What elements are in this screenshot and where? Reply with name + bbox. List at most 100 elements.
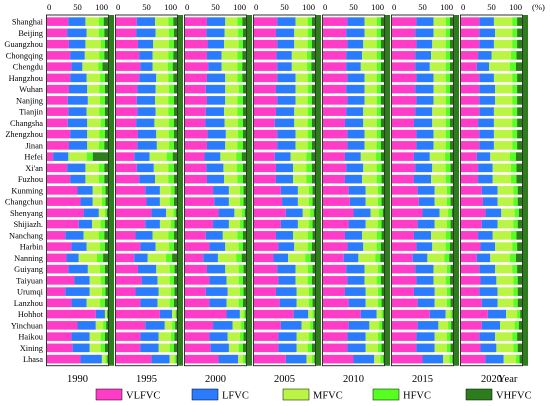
bar-segment-hfvc-2005-2 xyxy=(307,39,312,49)
bar-segment-lfvc-2005-29 xyxy=(278,343,297,353)
bar-segment-mfvc-2000-1 xyxy=(224,28,239,38)
bar-segment-lfvc-2005-8 xyxy=(275,107,295,116)
bar-segment-vhfvc-2015-8 xyxy=(449,107,453,116)
bar-segment-vlfvc-2015-18 xyxy=(392,219,418,229)
bar-segment-vlfvc-2015-14 xyxy=(392,174,414,184)
bar-segment-hfvc-1990-28 xyxy=(100,332,105,341)
bar-segment-lfvc-2010-22 xyxy=(346,264,365,274)
bar-segment-hfvc-2000-26 xyxy=(243,309,246,319)
bar-segment-mfvc-2005-12 xyxy=(290,152,307,161)
bar-segment-vlfvc-2000-22 xyxy=(185,264,207,274)
tick-label: 100 xyxy=(302,2,315,12)
bar-segment-mfvc-2010-22 xyxy=(364,264,378,274)
bar-segment-lfvc-1990-25 xyxy=(71,298,87,308)
bar-segment-vhfvc-2015-29 xyxy=(450,343,453,353)
year-label-1990: 1990 xyxy=(67,374,88,385)
bar-segment-vhfvc-2005-22 xyxy=(312,264,315,274)
bar-segment-mfvc-2000-7 xyxy=(225,96,238,105)
bar-segment-hfvc-2005-25 xyxy=(308,298,313,308)
bar-segment-vlfvc-2015-27 xyxy=(392,321,418,330)
bar-segment-hfvc-2020-9 xyxy=(512,118,518,128)
bar-segment-mfvc-2005-17 xyxy=(302,208,311,218)
bar-segment-vlfvc-1995-5 xyxy=(116,73,140,83)
tick-label: 50 xyxy=(418,2,427,12)
legend-item-vhfvc: VHFVC xyxy=(465,388,532,402)
bar-segment-vlfvc-2020-22 xyxy=(461,264,480,274)
bar-segment-vlfvc-1990-30 xyxy=(47,354,81,364)
bar-segment-vlfvc-2020-4 xyxy=(461,62,477,71)
bar-segment-mfvc-2020-19 xyxy=(492,231,512,240)
bar-segment-mfvc-1995-17 xyxy=(166,208,174,218)
bar-segment-vlfvc-1990-19 xyxy=(47,231,66,240)
bar-segment-hfvc-2020-21 xyxy=(509,253,516,263)
bar-segment-vlfvc-2005-30 xyxy=(254,354,286,364)
bar-segment-lfvc-2005-30 xyxy=(285,354,307,364)
bar-segment-mfvc-2020-26 xyxy=(506,309,518,319)
bar-segment-lfvc-2005-14 xyxy=(275,174,294,184)
bar-segment-hfvc-1990-0 xyxy=(98,17,104,26)
bar-segment-vlfvc-2005-15 xyxy=(254,186,281,195)
bar-segment-lfvc-2010-5 xyxy=(347,73,365,83)
bar-segment-vhfvc-2010-29 xyxy=(381,343,384,353)
bar-segment-mfvc-2000-9 xyxy=(224,118,239,128)
bar-segment-hfvc-2010-23 xyxy=(376,276,381,285)
bar-segment-vhfvc-2020-6 xyxy=(517,84,522,94)
bar-segment-hfvc-1995-10 xyxy=(169,129,174,139)
bar-segment-mfvc-2005-20 xyxy=(294,242,308,251)
bar-segment-vlfvc-2015-26 xyxy=(392,309,430,319)
bar-segment-hfvc-1990-20 xyxy=(100,242,105,251)
bar-segment-lfvc-1995-28 xyxy=(140,332,159,341)
bar-segment-vhfvc-2015-25 xyxy=(450,298,453,308)
bar-segment-vhfvc-2005-12 xyxy=(311,152,315,161)
bar-segment-lfvc-1990-19 xyxy=(65,231,84,240)
bar-segment-mfvc-1995-27 xyxy=(164,321,173,330)
bar-segment-vlfvc-1995-17 xyxy=(116,208,152,218)
bar-segment-vlfvc-2010-29 xyxy=(323,343,348,353)
panel-frame-2020 xyxy=(460,14,523,367)
bar-segment-mfvc-2010-21 xyxy=(358,253,376,263)
bar-segment-vlfvc-1990-8 xyxy=(47,107,69,116)
bar-segment-hfvc-2000-24 xyxy=(239,287,244,296)
bar-segment-lfvc-2020-21 xyxy=(476,253,491,263)
bar-segment-vhfvc-2005-13 xyxy=(311,163,315,173)
bar-segment-vlfvc-2015-23 xyxy=(392,276,417,285)
bar-segment-hfvc-2010-5 xyxy=(376,73,381,83)
bar-segment-hfvc-2005-12 xyxy=(306,152,312,161)
bar-segment-lfvc-2010-3 xyxy=(346,51,363,60)
bar-segment-vlfvc-2020-5 xyxy=(461,73,480,83)
bar-segment-vlfvc-2005-14 xyxy=(254,174,276,184)
bar-segment-mfvc-2020-28 xyxy=(495,332,513,341)
bar-segment-vhfvc-2010-10 xyxy=(380,129,384,139)
bar-segment-lfvc-1995-12 xyxy=(134,152,150,161)
bar-segment-lfvc-2020-3 xyxy=(478,51,492,60)
bar-segment-lfvc-2005-22 xyxy=(277,264,296,274)
bar-segment-mfvc-2020-7 xyxy=(495,96,513,105)
bar-segment-lfvc-2005-3 xyxy=(276,51,292,60)
bar-segment-vlfvc-2005-26 xyxy=(254,309,294,319)
bar-segment-mfvc-2010-1 xyxy=(364,28,377,38)
legend-swatch xyxy=(191,388,219,401)
bar-segment-lfvc-2005-5 xyxy=(277,73,296,83)
bar-segment-lfvc-2020-19 xyxy=(478,231,493,240)
bar-segment-vhfvc-1990-24 xyxy=(105,287,108,296)
bar-segment-vhfvc-2020-23 xyxy=(517,276,522,285)
bar-segment-lfvc-2000-29 xyxy=(210,343,229,353)
bar-segment-hfvc-2010-25 xyxy=(377,298,382,308)
bar-segment-vlfvc-2010-1 xyxy=(323,28,347,38)
bar-segment-mfvc-2020-5 xyxy=(493,73,513,83)
city-label: Jinan xyxy=(25,141,43,150)
bar-segment-lfvc-2000-22 xyxy=(206,264,226,274)
bar-segment-hfvc-2005-6 xyxy=(307,84,312,94)
bar-segment-lfvc-1990-14 xyxy=(70,174,86,184)
bar-segment-hfvc-1995-16 xyxy=(169,197,174,206)
bar-segment-mfvc-2000-16 xyxy=(228,197,240,206)
bar-segment-mfvc-1990-7 xyxy=(87,96,101,105)
bar-segment-vlfvc-2000-4 xyxy=(185,62,209,71)
bar-segment-vlfvc-2000-30 xyxy=(185,354,219,364)
bar-segment-mfvc-2015-10 xyxy=(433,129,446,139)
bar-segment-vhfvc-2015-21 xyxy=(449,253,453,263)
bar-segment-mfvc-1995-22 xyxy=(156,264,170,274)
bar-segment-hfvc-2015-11 xyxy=(445,141,450,150)
bar-segment-vhfvc-1990-10 xyxy=(104,129,108,139)
bar-segment-vlfvc-2005-28 xyxy=(254,332,279,341)
